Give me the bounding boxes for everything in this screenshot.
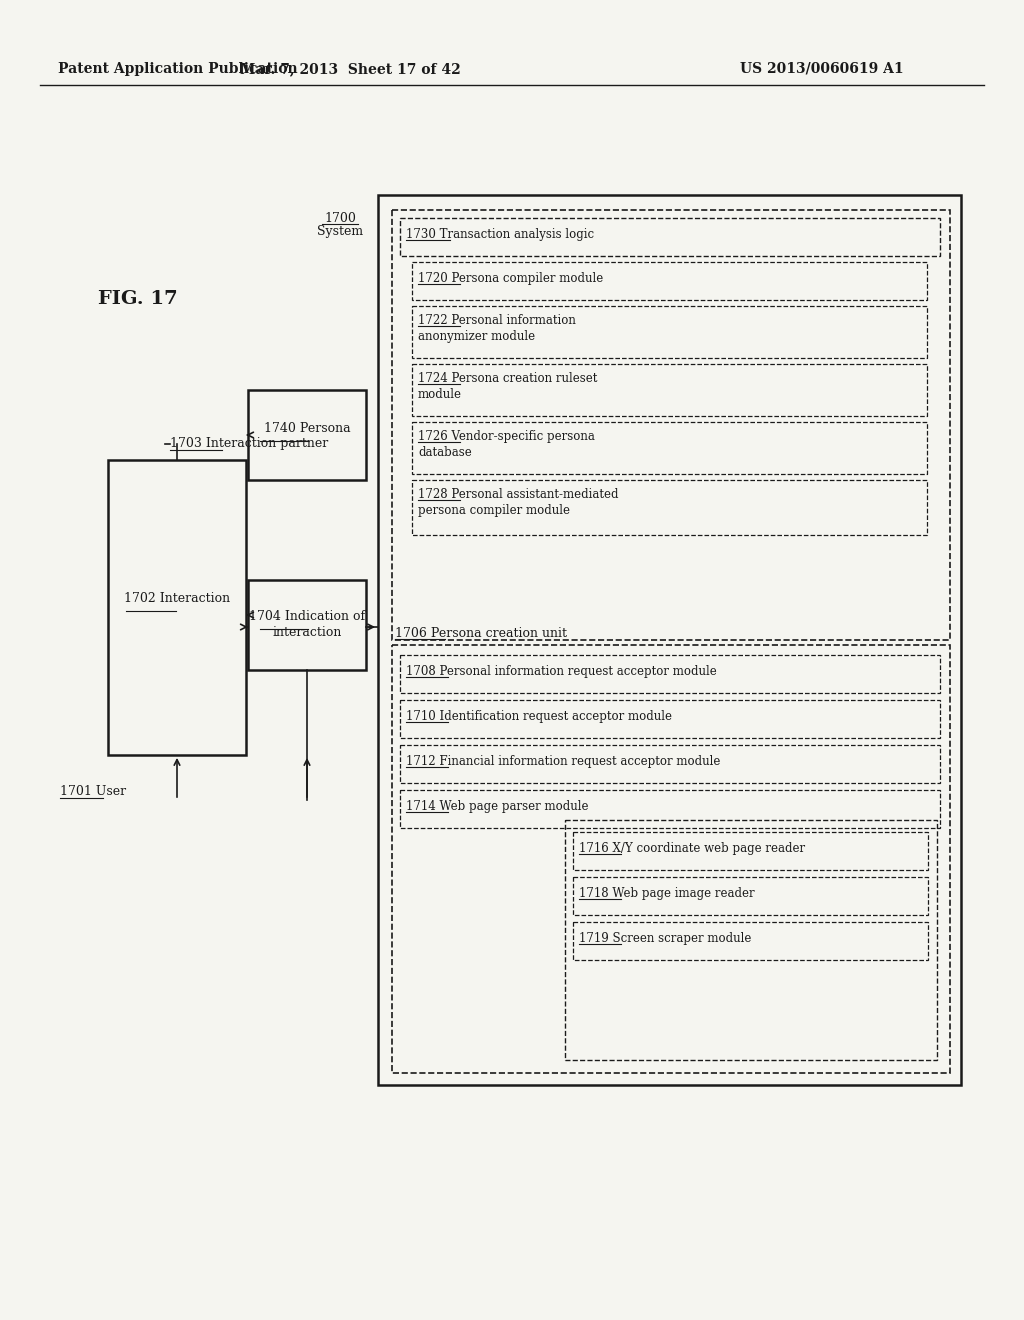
Bar — [565, 820, 937, 1060]
Text: module: module — [418, 388, 462, 401]
Text: persona compiler module: persona compiler module — [418, 504, 570, 517]
Text: 1708 Personal information request acceptor module: 1708 Personal information request accept… — [406, 665, 717, 678]
Bar — [392, 210, 950, 640]
Text: FIG. 17: FIG. 17 — [98, 290, 177, 308]
Bar — [248, 389, 366, 480]
Text: Mar. 7, 2013  Sheet 17 of 42: Mar. 7, 2013 Sheet 17 of 42 — [240, 62, 461, 77]
Text: 1730 Transaction analysis logic: 1730 Transaction analysis logic — [406, 228, 594, 242]
Bar — [412, 480, 927, 535]
Text: 1719 Screen scraper module: 1719 Screen scraper module — [579, 932, 752, 945]
Bar — [400, 744, 940, 783]
Bar — [378, 195, 961, 1085]
Bar — [392, 645, 950, 1073]
Bar — [573, 876, 928, 915]
Text: 1710 Identification request acceptor module: 1710 Identification request acceptor mod… — [406, 710, 672, 723]
Text: 1712 Financial information request acceptor module: 1712 Financial information request accep… — [406, 755, 720, 768]
Bar — [412, 306, 927, 358]
Text: 1714 Web page parser module: 1714 Web page parser module — [406, 800, 589, 813]
Text: 1740 Persona: 1740 Persona — [264, 422, 350, 436]
Text: 1702 Interaction: 1702 Interaction — [124, 593, 230, 606]
Bar — [248, 579, 366, 671]
Text: 1726 Vendor-specific persona: 1726 Vendor-specific persona — [418, 430, 595, 444]
Bar — [573, 832, 928, 870]
Text: database: database — [418, 446, 472, 459]
Text: System: System — [317, 224, 364, 238]
Text: interaction: interaction — [272, 627, 342, 639]
Text: 1706 Persona creation unit: 1706 Persona creation unit — [395, 627, 567, 640]
Text: 1704 Indication of: 1704 Indication of — [249, 610, 366, 623]
Bar — [412, 422, 927, 474]
Text: 1718 Web page image reader: 1718 Web page image reader — [579, 887, 755, 900]
Bar — [412, 364, 927, 416]
Text: 1701 User: 1701 User — [60, 785, 126, 799]
Text: anonymizer module: anonymizer module — [418, 330, 536, 343]
Text: US 2013/0060619 A1: US 2013/0060619 A1 — [740, 62, 903, 77]
Bar — [412, 261, 927, 300]
Text: 1703 Interaction partner: 1703 Interaction partner — [170, 437, 329, 450]
Bar — [573, 921, 928, 960]
Bar — [108, 459, 246, 755]
Text: 1720 Persona compiler module: 1720 Persona compiler module — [418, 272, 603, 285]
Text: 1724 Persona creation ruleset: 1724 Persona creation ruleset — [418, 372, 597, 385]
Bar — [400, 218, 940, 256]
Bar — [400, 700, 940, 738]
Text: 1716 X/Y coordinate web page reader: 1716 X/Y coordinate web page reader — [579, 842, 805, 855]
Text: 1700: 1700 — [324, 213, 356, 224]
Text: Patent Application Publication: Patent Application Publication — [58, 62, 298, 77]
Bar — [400, 789, 940, 828]
Text: 1722 Personal information: 1722 Personal information — [418, 314, 575, 327]
Bar — [400, 655, 940, 693]
Text: 1728 Personal assistant-mediated: 1728 Personal assistant-mediated — [418, 488, 618, 502]
